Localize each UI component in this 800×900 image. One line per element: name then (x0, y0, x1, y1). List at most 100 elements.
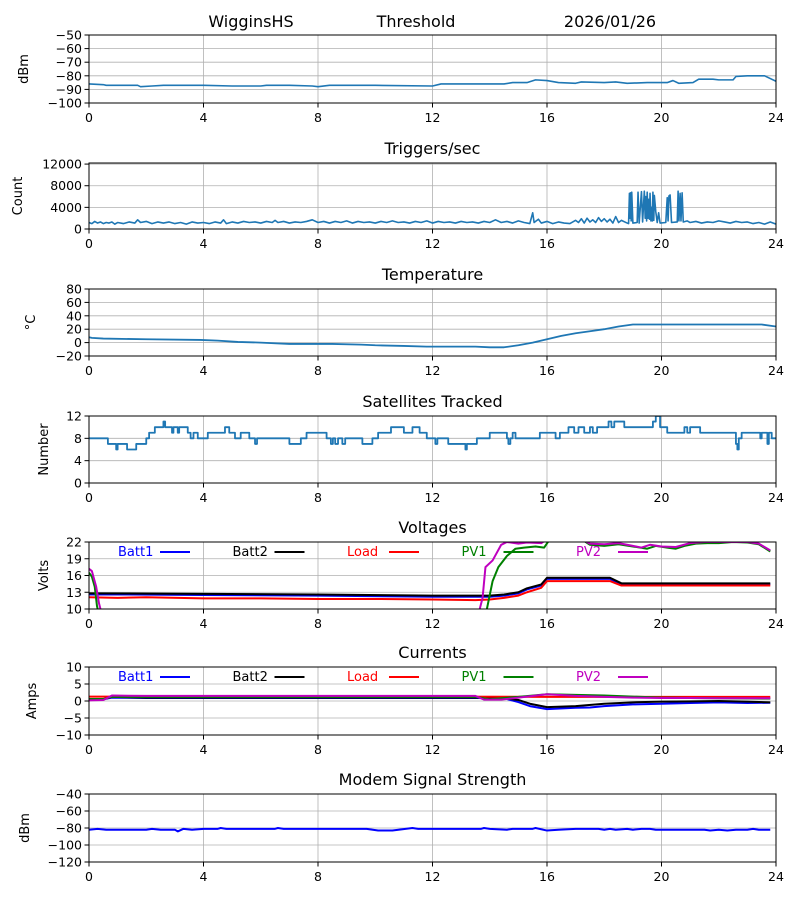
series-line-satellites (89, 416, 776, 451)
y-tick-label: 10 (66, 660, 82, 675)
legend-label: PV2 (576, 545, 601, 560)
y-tick-label: −60 (56, 804, 82, 819)
x-tick-label: 0 (85, 742, 93, 757)
series-line-pv2 (89, 693, 771, 702)
y-tick-label: 0 (74, 222, 82, 237)
y-tick-label: 12 (66, 409, 82, 424)
legend-entry-pv1: PV1 (462, 670, 534, 685)
y-tick-label: 40 (66, 308, 82, 323)
x-tick-label: 8 (314, 363, 322, 378)
x-tick-label: 0 (85, 363, 93, 378)
y-axis-label: dBm (17, 54, 32, 84)
y-tick-label: 5 (74, 677, 82, 692)
series-line-batt2 (89, 576, 771, 597)
x-tick-label: 16 (539, 236, 555, 251)
x-tick-label: 8 (314, 869, 322, 884)
x-tick-label: 12 (425, 616, 441, 631)
x-tick-label: 20 (654, 110, 670, 125)
y-axis-label: °C (24, 315, 39, 331)
legend-label: PV2 (576, 670, 601, 685)
x-tick-label: 4 (200, 616, 208, 631)
legend-label: Batt1 (118, 670, 153, 685)
legend-entry-pv2: PV2 (576, 670, 648, 685)
legend-entry-batt1: Batt1 (118, 545, 190, 560)
y-tick-label: 80 (66, 282, 82, 297)
y-tick-label: −100 (48, 838, 82, 853)
x-tick-label: 0 (85, 869, 93, 884)
y-tick-label: 4 (74, 453, 82, 468)
x-tick-label: 12 (425, 363, 441, 378)
y-axis-label: Volts (37, 560, 52, 592)
y-tick-label: 19 (66, 551, 82, 566)
legend-entry-load: Load (347, 670, 419, 685)
y-tick-label: 22 (66, 535, 82, 550)
series-line-temperature (89, 323, 776, 349)
x-tick-label: 12 (425, 490, 441, 505)
y-tick-label: −60 (56, 41, 82, 56)
chart-title: Triggers/sec (384, 139, 481, 158)
y-tick-label: −50 (56, 28, 82, 43)
legend-entry-batt2: Batt2 (233, 545, 305, 560)
legend-entry-load: Load (347, 545, 419, 560)
x-tick-label: 0 (85, 490, 93, 505)
y-tick-label: 10 (66, 602, 82, 617)
legend-label: PV1 (462, 670, 487, 685)
series-line-batt1 (89, 577, 771, 598)
x-tick-label: 8 (314, 616, 322, 631)
header-date: 2026/01/26 (564, 12, 656, 31)
y-tick-label: 4000 (50, 200, 82, 215)
y-tick-label: −90 (56, 82, 82, 97)
y-tick-label: 0 (74, 335, 82, 350)
y-tick-label: 13 (66, 585, 82, 600)
chart-title: Modem Signal Strength (339, 770, 527, 789)
x-tick-label: 4 (200, 742, 208, 757)
y-tick-label: −10 (56, 728, 82, 743)
figure-header: WigginsHS Threshold 2026/01/26 (208, 12, 656, 31)
legend-entry-batt2: Batt2 (233, 670, 305, 685)
header-station-name: WigginsHS (208, 12, 293, 31)
panel-currents: 0 4 8 12 16 20 24 −10 −5 0 5 10 Currents Amps Batt1 Bat… (25, 643, 784, 757)
x-tick-label: 16 (539, 490, 555, 505)
legend-label: Batt1 (118, 545, 153, 560)
x-tick-label: 24 (768, 110, 784, 125)
x-tick-label: 8 (314, 110, 322, 125)
x-tick-label: 16 (539, 363, 555, 378)
y-axis-label: Number (37, 423, 52, 476)
x-tick-label: 12 (425, 742, 441, 757)
y-tick-label: −40 (56, 787, 82, 802)
panel-modem-signal: 0 4 8 12 16 20 24 −120 −100 −80 −60 −40 Modem Signal… (18, 770, 784, 884)
y-tick-label: 12000 (42, 157, 82, 172)
x-tick-label: 0 (85, 236, 93, 251)
panel-threshold: 0 4 8 12 16 20 24 −100−90−80−70−60−50 dBm (17, 28, 784, 126)
y-axis-label: Amps (25, 682, 40, 719)
y-tick-label: −20 (56, 349, 82, 364)
x-tick-label: 20 (654, 236, 670, 251)
x-tick-label: 16 (539, 616, 555, 631)
x-tick-label: 20 (654, 742, 670, 757)
x-tick-label: 16 (539, 110, 555, 125)
chart-title: Currents (398, 643, 466, 662)
panel-triggers: 0 4 8 12 16 20 24 0 4000 8000 12000 Triggers/sec Cou… (11, 139, 784, 251)
y-axis-label: dBm (18, 813, 33, 843)
legend-label: PV1 (462, 545, 487, 560)
legend-entry-pv1: PV1 (462, 545, 534, 560)
legend-label: Load (347, 545, 378, 560)
x-tick-label: 4 (200, 236, 208, 251)
x-tick-label: 4 (200, 490, 208, 505)
chart-title: Voltages (398, 518, 466, 537)
header-mode: Threshold (376, 12, 456, 31)
x-tick-label: 24 (768, 490, 784, 505)
y-tick-label: −5 (64, 711, 82, 726)
y-tick-label: 0 (74, 694, 82, 709)
series-line-threshold (89, 75, 776, 88)
x-tick-label: 20 (654, 869, 670, 884)
x-tick-label: 16 (539, 869, 555, 884)
y-tick-label: 20 (66, 322, 82, 337)
chart-title: Satellites Tracked (362, 392, 502, 411)
y-tick-label: −70 (56, 55, 82, 70)
legend-label: Load (347, 670, 378, 685)
x-tick-label: 16 (539, 742, 555, 757)
y-tick-label: −80 (56, 821, 82, 836)
